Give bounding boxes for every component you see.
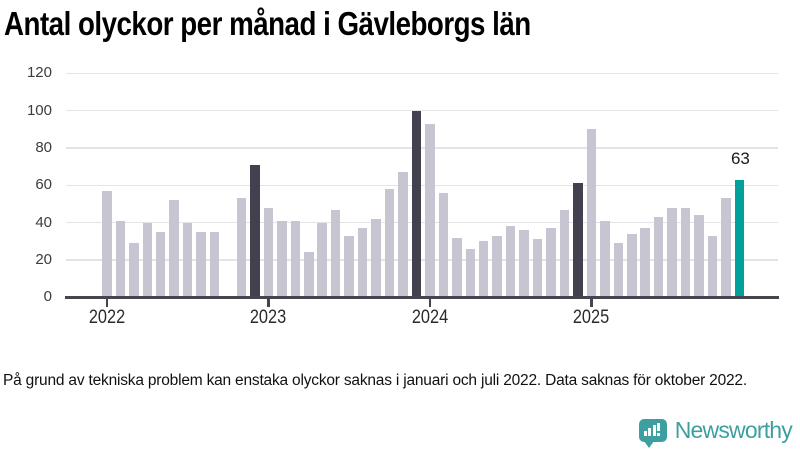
y-axis-tick-label: 40: [35, 213, 52, 231]
y-axis-tick-label: 100: [26, 101, 52, 119]
x-axis-tick-2023: [267, 299, 270, 307]
bar-2025-06: [653, 217, 664, 298]
bar-2023-01: [263, 207, 274, 298]
x-axis-line: [65, 296, 779, 299]
bar-2024-12: [573, 183, 583, 298]
bar-2022-03: [129, 243, 139, 298]
bar-2025-05: [640, 228, 650, 298]
bar-2024-06: [492, 235, 502, 298]
bar-2023-04: [304, 252, 314, 298]
bar-2022-12: [250, 164, 260, 298]
bar-2022-06: [169, 200, 179, 298]
bar-2022-07: [182, 222, 193, 298]
bar-2024-11: [559, 209, 570, 298]
bar-2023-05: [317, 222, 327, 298]
newsworthy-chart-bubble-icon: [638, 419, 667, 448]
bar-2025-04: [627, 233, 637, 298]
bar-2024-08: [519, 230, 529, 298]
bar-2022-02: [115, 220, 126, 298]
bar-2024-03: [452, 237, 462, 298]
y-axis-tick-label: 60: [35, 176, 52, 194]
bar-2024-05: [478, 241, 489, 298]
gridline-y-60: [66, 184, 778, 187]
bar-2025-09: [694, 215, 704, 298]
bar-2023-12: [411, 110, 422, 298]
bar-2023-03: [290, 220, 301, 298]
bar-2022-04: [142, 222, 153, 298]
bar-2023-07: [344, 235, 354, 298]
newsworthy-wordmark: Newsworthy: [674, 417, 793, 443]
bar-2025-12: [734, 179, 745, 298]
bar-2023-02: [277, 220, 287, 298]
x-axis-tick-2024: [428, 299, 432, 307]
bar-value-label: 63: [730, 148, 750, 168]
bar-2025-02: [600, 220, 610, 298]
y-axis-tick-label: 120: [26, 64, 52, 82]
bar-2023-08: [357, 228, 368, 298]
bar-2022-09: [209, 231, 220, 298]
bar-2024-02: [438, 192, 449, 298]
gridline-y-120: [66, 72, 778, 75]
footnote: På grund av tekniska problem kan enstaka…: [3, 372, 747, 389]
bar-2022-11: [236, 198, 247, 298]
bar-2023-06: [330, 209, 341, 298]
bar-2025-08: [680, 207, 691, 298]
page-title: Antal olyckor per månad i Gävleborgs län: [4, 5, 531, 42]
bar-2025-10: [707, 235, 718, 298]
bar-2022-05: [155, 231, 166, 298]
newsworthy-logo: Newsworthy: [638, 417, 793, 448]
gridline-y-100: [66, 109, 778, 112]
bar-2024-04: [465, 248, 476, 298]
bar-2025-01: [586, 129, 597, 298]
y-axis-tick-label: 0: [43, 288, 52, 306]
bar-2023-11: [398, 172, 408, 298]
bar-2025-07: [667, 207, 677, 298]
x-axis-tick-2025: [590, 299, 593, 307]
bar-2025-03: [613, 243, 624, 298]
gridline-y-20: [66, 259, 778, 261]
bar-2024-09: [532, 239, 543, 298]
x-axis-tick-label: 2024: [411, 307, 449, 328]
bar-2022-01: [102, 190, 112, 298]
bar-2022-08: [196, 231, 206, 298]
x-axis-tick-label: 2023: [250, 307, 287, 328]
bar-2024-07: [505, 226, 516, 298]
x-axis-tick-2022: [105, 299, 109, 307]
bar-2024-10: [546, 228, 556, 298]
x-axis-tick-label: 2025: [573, 307, 610, 328]
x-axis-tick-label: 2022: [88, 307, 126, 328]
gridline-y-80: [66, 147, 778, 149]
gridline-y-40: [66, 221, 778, 224]
y-axis-tick-label: 20: [35, 250, 52, 268]
bar-2023-10: [384, 189, 395, 298]
y-axis-tick-label: 80: [35, 138, 52, 156]
bar-2023-09: [371, 218, 381, 298]
bar-2024-01: [425, 123, 435, 298]
bar-2025-11: [721, 198, 731, 298]
